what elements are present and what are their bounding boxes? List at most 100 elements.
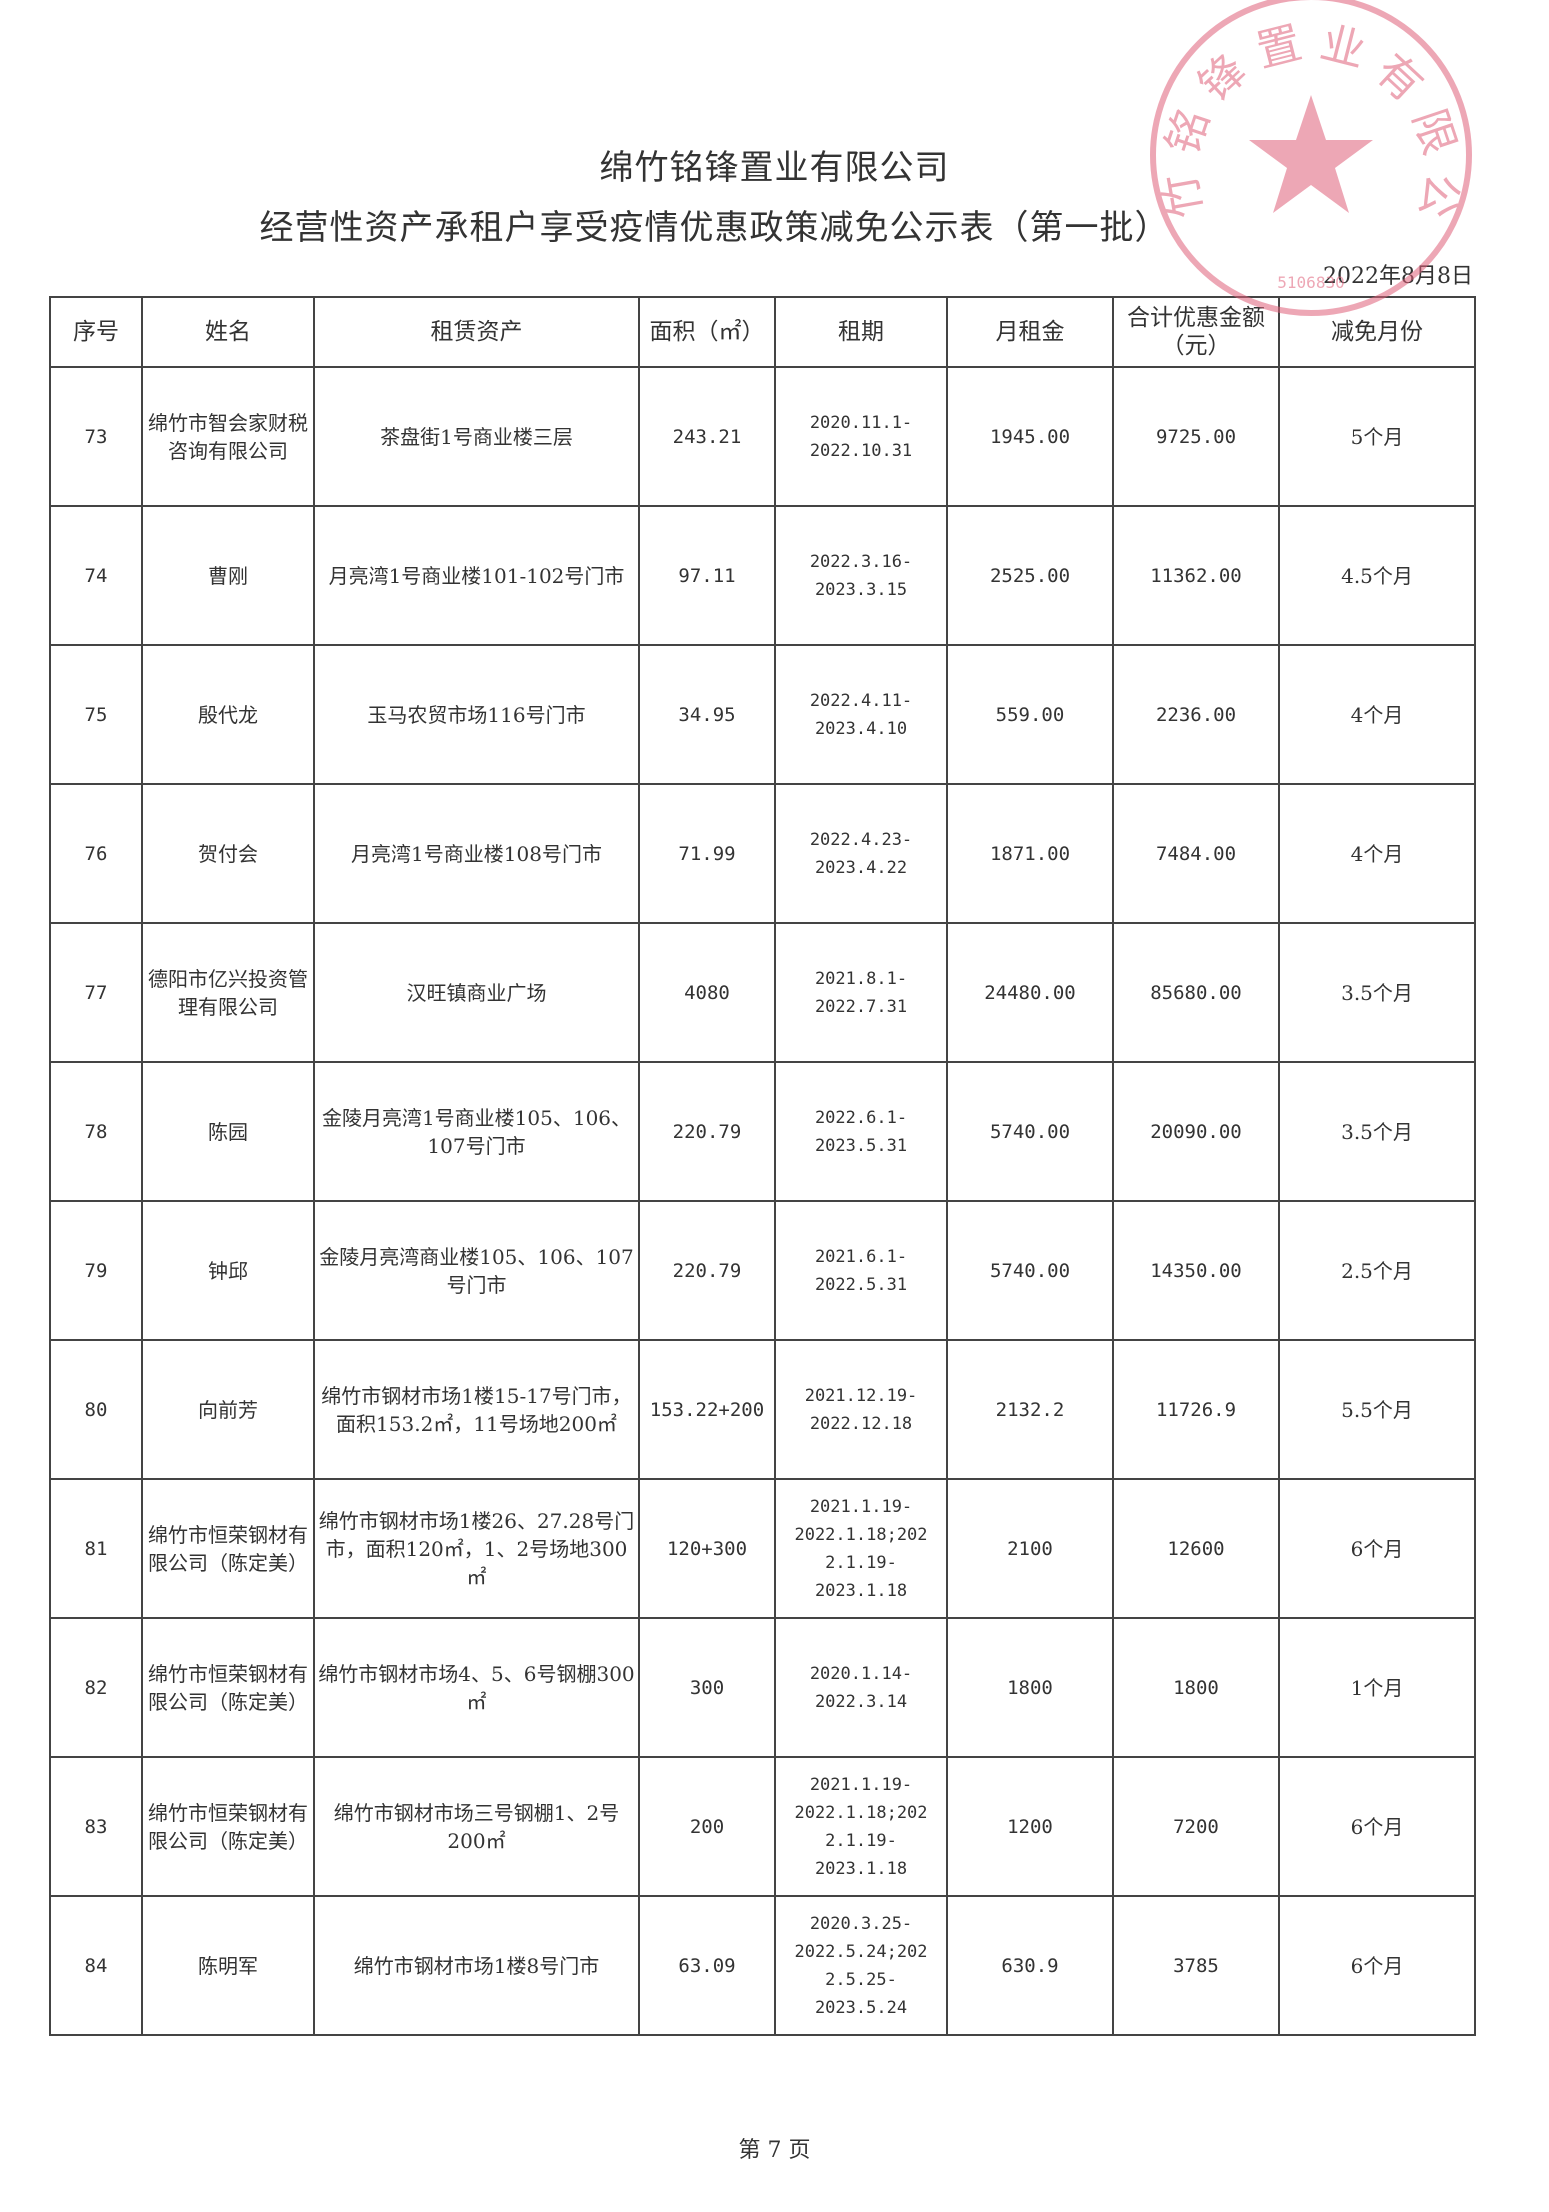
table-row: 81 绵竹市恒荣钢材有限公司（陈定美） 绵竹市钢材市场1楼26、27.28号门市，面…: [49, 1478, 1476, 1619]
table-row: 79 钟邱 金陵月亮湾商业楼105、106、107号门市 220.79 2021.6.1…: [49, 1200, 1476, 1341]
tenant-name-cell: 绵竹市恒荣钢材有限公司（陈定美）: [141, 1617, 315, 1758]
relief-months-cell: 5个月: [1278, 366, 1476, 507]
relief-months-cell: 3.5个月: [1278, 1061, 1476, 1202]
document-title: 经营性资产承租户享受疫情优惠政策减免公示表（第一批）: [259, 208, 1170, 248]
lease-term-cell: 2022.4.23-2023.4.22: [774, 783, 948, 924]
column-header: 合计优惠金额（元）: [1112, 296, 1280, 368]
relief-months-cell: 4个月: [1278, 783, 1476, 924]
total-discount-cell: 7484.00: [1112, 783, 1280, 924]
total-discount-cell: 1800: [1112, 1617, 1280, 1758]
tenant-name-cell: 曹刚: [141, 505, 315, 646]
lease-term-cell: 2021.12.19-2022.12.18: [774, 1339, 948, 1480]
monthly-rent-cell: 5740.00: [946, 1200, 1114, 1341]
table-header-row: 序号 姓名 租赁资产 面积（㎡） 租期 月租金 合计优惠金额（元） 减免月份: [49, 296, 1476, 368]
area-cell: 63.09: [638, 1895, 776, 2036]
row-number-cell: 75: [49, 644, 143, 785]
column-header: 租赁资产: [313, 296, 640, 368]
page-number: 第 7 页: [738, 2138, 811, 2163]
leased-asset-cell: 汉旺镇商业广场: [313, 922, 640, 1063]
monthly-rent-cell: 1800: [946, 1617, 1114, 1758]
area-cell: 120+300: [638, 1478, 776, 1619]
tenant-name-cell: 绵竹市恒荣钢材有限公司（陈定美）: [141, 1478, 315, 1619]
table-row: 80 向前芳 绵竹市钢材市场1楼15-17号门市，面积153.2㎡，11号场地200…: [49, 1339, 1476, 1480]
table-row: 78 陈园 金陵月亮湾1号商业楼105、106、107号门市 220.79 2022.6…: [49, 1061, 1476, 1202]
monthly-rent-cell: 2100: [946, 1478, 1114, 1619]
relief-months-cell: 2.5个月: [1278, 1200, 1476, 1341]
leased-asset-cell: 金陵月亮湾商业楼105、106、107号门市: [313, 1200, 640, 1341]
monthly-rent-cell: 559.00: [946, 644, 1114, 785]
monthly-rent-cell: 1200: [946, 1756, 1114, 1897]
row-number-cell: 74: [49, 505, 143, 646]
monthly-rent-cell: 630.9: [946, 1895, 1114, 2036]
total-discount-cell: 85680.00: [1112, 922, 1280, 1063]
leased-asset-cell: 茶盘街1号商业楼三层: [313, 366, 640, 507]
table-row: 84 陈明军 绵竹市钢材市场1楼8号门市 63.09 2020.3.25-2022.5.…: [49, 1895, 1476, 2036]
monthly-rent-cell: 1871.00: [946, 783, 1114, 924]
lease-term-cell: 2021.1.19-2022.1.18;2022.1.19-2023.1.18: [774, 1756, 948, 1897]
area-cell: 243.21: [638, 366, 776, 507]
column-header: 月租金: [946, 296, 1114, 368]
lease-term-cell: 2020.1.14-2022.3.14: [774, 1617, 948, 1758]
leased-asset-cell: 绵竹市钢材市场1楼8号门市: [313, 1895, 640, 2036]
monthly-rent-cell: 2132.2: [946, 1339, 1114, 1480]
relief-months-cell: 6个月: [1278, 1478, 1476, 1619]
tenant-name-cell: 钟邱: [141, 1200, 315, 1341]
tenant-name-cell: 陈明军: [141, 1895, 315, 2036]
relief-months-cell: 5.5个月: [1278, 1339, 1476, 1480]
tenant-name-cell: 德阳市亿兴投资管理有限公司: [141, 922, 315, 1063]
area-cell: 4080: [638, 922, 776, 1063]
leased-asset-cell: 金陵月亮湾1号商业楼105、106、107号门市: [313, 1061, 640, 1202]
column-header: 序号: [49, 296, 143, 368]
leased-asset-cell: 绵竹市钢材市场4、5、6号钢棚300㎡: [313, 1617, 640, 1758]
leased-asset-cell: 月亮湾1号商业楼101-102号门市: [313, 505, 640, 646]
relief-months-cell: 3.5个月: [1278, 922, 1476, 1063]
relief-months-cell: 4.5个月: [1278, 505, 1476, 646]
tenant-name-cell: 绵竹市恒荣钢材有限公司（陈定美）: [141, 1756, 315, 1897]
leased-asset-cell: 月亮湾1号商业楼108号门市: [313, 783, 640, 924]
tenant-name-cell: 陈园: [141, 1061, 315, 1202]
tenant-name-cell: 绵竹市智会家财税咨询有限公司: [141, 366, 315, 507]
leased-asset-cell: 绵竹市钢材市场三号钢棚1、2号200㎡: [313, 1756, 640, 1897]
lease-term-cell: 2020.11.1-2022.10.31: [774, 366, 948, 507]
table-row: 83 绵竹市恒荣钢材有限公司（陈定美） 绵竹市钢材市场三号钢棚1、2号200㎡ 200…: [49, 1756, 1476, 1897]
total-discount-cell: 9725.00: [1112, 366, 1280, 507]
total-discount-cell: 20090.00: [1112, 1061, 1280, 1202]
area-cell: 71.99: [638, 783, 776, 924]
area-cell: 153.22+200: [638, 1339, 776, 1480]
table-row: 82 绵竹市恒荣钢材有限公司（陈定美） 绵竹市钢材市场4、5、6号钢棚300㎡ 300…: [49, 1617, 1476, 1758]
column-header: 面积（㎡）: [638, 296, 776, 368]
row-number-cell: 73: [49, 366, 143, 507]
table-row: 76 贺付会 月亮湾1号商业楼108号门市 71.99 2022.4.23-2023.4…: [49, 783, 1476, 924]
lease-term-cell: 2020.3.25-2022.5.24;2022.5.25-2023.5.24: [774, 1895, 948, 2036]
area-cell: 97.11: [638, 505, 776, 646]
column-header: 租期: [774, 296, 948, 368]
lease-term-cell: 2021.1.19-2022.1.18;2022.1.19-2023.1.18: [774, 1478, 948, 1619]
total-discount-cell: 12600: [1112, 1478, 1280, 1619]
row-number-cell: 77: [49, 922, 143, 1063]
total-discount-cell: 7200: [1112, 1756, 1280, 1897]
column-header: 减免月份: [1278, 296, 1476, 368]
row-number-cell: 76: [49, 783, 143, 924]
row-number-cell: 81: [49, 1478, 143, 1619]
table-row: 73 绵竹市智会家财税咨询有限公司 茶盘街1号商业楼三层 243.21 2020.11.…: [49, 366, 1476, 507]
row-number-cell: 78: [49, 1061, 143, 1202]
monthly-rent-cell: 5740.00: [946, 1061, 1114, 1202]
lease-term-cell: 2022.4.11-2023.4.10: [774, 644, 948, 785]
relief-months-cell: 1个月: [1278, 1617, 1476, 1758]
lease-term-cell: 2022.6.1-2023.5.31: [774, 1061, 948, 1202]
area-cell: 220.79: [638, 1061, 776, 1202]
document-date: 2022年8月8日: [1323, 264, 1473, 289]
row-number-cell: 84: [49, 1895, 143, 2036]
total-discount-cell: 2236.00: [1112, 644, 1280, 785]
tenant-name-cell: 殷代龙: [141, 644, 315, 785]
monthly-rent-cell: 1945.00: [946, 366, 1114, 507]
total-discount-cell: 14350.00: [1112, 1200, 1280, 1341]
lease-term-cell: 2021.6.1-2022.5.31: [774, 1200, 948, 1341]
area-cell: 34.95: [638, 644, 776, 785]
table-row: 75 殷代龙 玉马农贸市场116号门市 34.95 2022.4.11-2023.4.1…: [49, 644, 1476, 785]
total-discount-cell: 3785: [1112, 1895, 1280, 2036]
row-number-cell: 79: [49, 1200, 143, 1341]
table-row: 74 曹刚 月亮湾1号商业楼101-102号门市 97.11 2022.3.16-202…: [49, 505, 1476, 646]
table-row: 77 德阳市亿兴投资管理有限公司 汉旺镇商业广场 4080 2021.8.1-2022.…: [49, 922, 1476, 1063]
row-number-cell: 82: [49, 1617, 143, 1758]
